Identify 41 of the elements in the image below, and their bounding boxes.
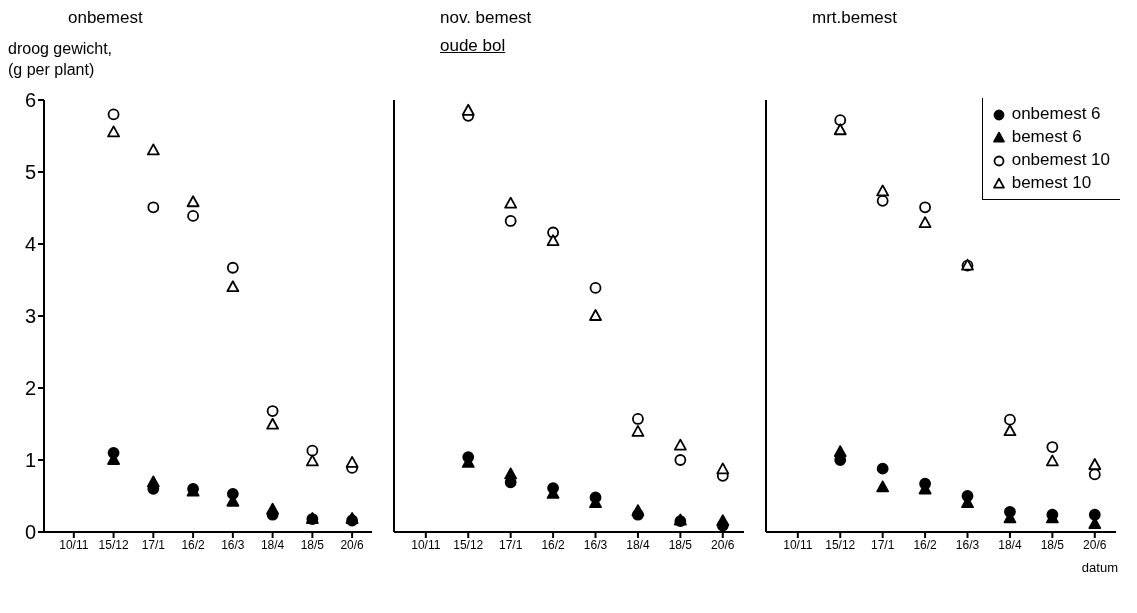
y-tick-label: 6 [24,89,36,112]
x-tick-label: 16/2 [541,537,566,552]
x-tick-label: 18/4 [998,537,1022,552]
x-tick-label: 16/3 [955,537,980,552]
x-tick-label: 17/1 [870,537,895,552]
x-tick-label: 16/3 [583,537,608,552]
chart-title: mrt.bemest [811,8,899,29]
x-tick-label: 16/2 [913,537,938,552]
x-tick-label: 18/4 [626,537,650,552]
y-tick-label: 0 [24,521,36,544]
legend-label: bemest 10 [1011,172,1092,194]
legend-label: onbemest 6 [1011,103,1101,125]
y-tick-label: 1 [24,449,36,472]
x-tick-label: 10/11 [59,537,89,552]
chart-title: onbemest [67,8,144,29]
x-tick-label: 17/1 [141,537,166,552]
x-tick-label: 18/4 [260,537,285,552]
x-tick-label: 20/6 [1083,537,1107,552]
x-tick-label: 17/1 [498,537,523,552]
x-tick-label: 18/5 [300,537,325,552]
x-tick-label: 16/3 [221,537,245,552]
x-tick-label: 20/6 [340,537,365,552]
x-tick-label: 15/12 [825,537,856,552]
x-tick-label: 18/5 [1040,537,1065,552]
x-tick-label: 10/11 [411,537,441,552]
chart-title: nov. bemest [439,8,533,29]
x-tick-label: 10/11 [783,537,813,552]
x-tick-label: 20/6 [711,537,735,552]
x-tick-label: 16/2 [181,537,206,552]
y-tick-label: 5 [24,161,36,184]
text: oude bol [440,36,506,56]
x-tick-label: 15/12 [453,537,484,552]
x-tick-label: 15/12 [98,537,129,552]
y-tick-label: 4 [24,233,36,256]
legend-label: onbemest 10 [1011,149,1110,171]
x-axis-title: datum [1080,560,1119,575]
y-axis-title: droog gewicht, (g per plant) [8,39,114,80]
legend-label: bemest 6 [1011,126,1082,148]
y-tick-label: 3 [24,305,36,328]
y-tick-label: 2 [24,377,36,400]
x-tick-label: 18/5 [668,537,693,552]
